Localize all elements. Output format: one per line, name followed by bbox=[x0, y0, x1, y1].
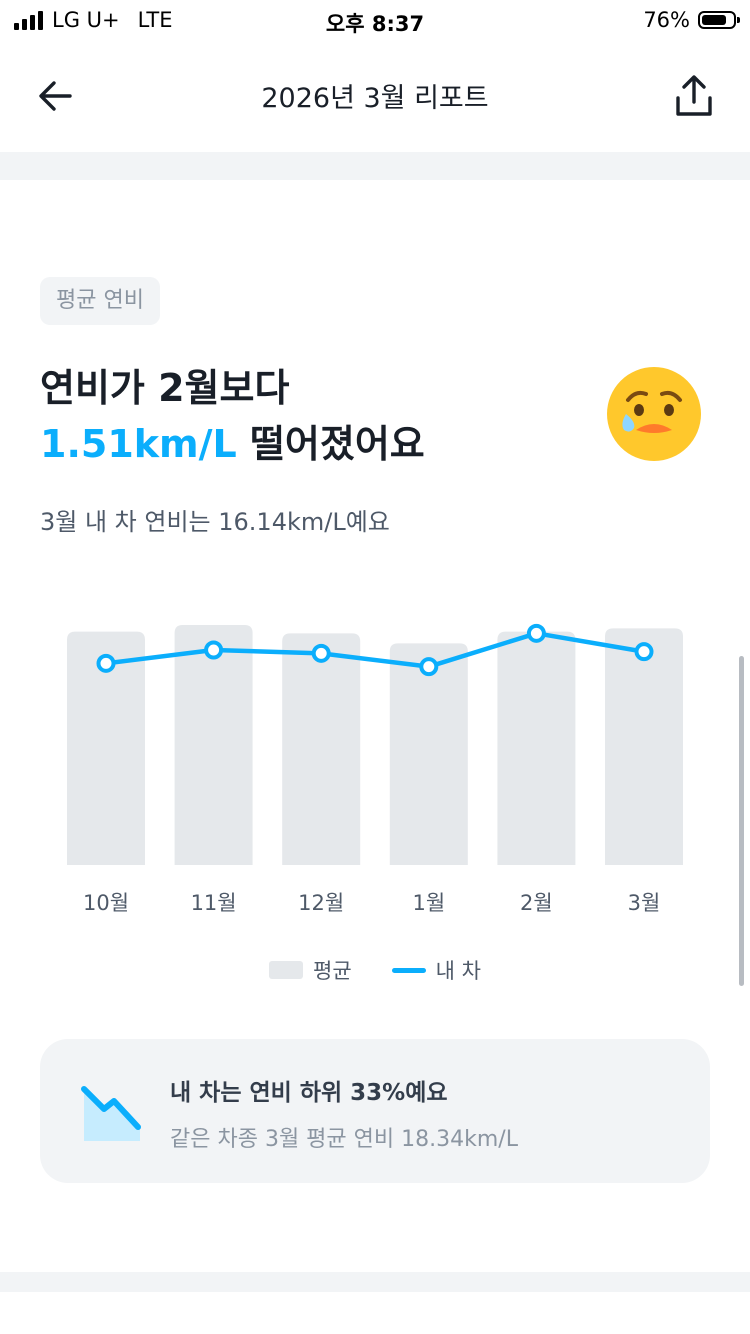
headline-line2: 1.51km/L 떨어졌어요 bbox=[40, 416, 425, 472]
legend-average: 평균 bbox=[269, 955, 352, 985]
x-tick-label: 1월 bbox=[412, 891, 445, 915]
page-title: 2026년 3월 리포트 bbox=[261, 83, 489, 114]
x-tick-label: 3월 bbox=[628, 891, 661, 915]
legend-line-swatch bbox=[391, 967, 426, 973]
nav-header: 2026년 3월 리포트 bbox=[0, 42, 750, 152]
insight-title: 내 차는 연비 하위 33%예요 bbox=[170, 1080, 448, 1106]
my-car-point[interactable] bbox=[419, 657, 439, 677]
section-divider-bottom bbox=[0, 1272, 750, 1292]
my-car-line bbox=[105, 631, 645, 669]
section-divider bbox=[0, 152, 750, 180]
carrier: LG U+ bbox=[52, 8, 120, 32]
report-subtitle: 3월 내 차 연비는 16.14km/L예요 bbox=[40, 508, 390, 536]
legend-my-car-label: 내 차 bbox=[435, 959, 481, 983]
sad-face-icon bbox=[607, 367, 701, 461]
report-headline: 연비가 2월보다 1.51km/L 떨어졌어요 bbox=[40, 360, 425, 472]
average-bar bbox=[282, 633, 361, 865]
legend-average-label: 평균 bbox=[313, 959, 352, 983]
status-right: 76% bbox=[643, 8, 740, 32]
status-bar: LG U+ LTE 오후 8:37 76% bbox=[0, 0, 750, 42]
category-tag: 평균 연비 bbox=[40, 277, 160, 325]
average-bar bbox=[174, 625, 253, 865]
clock: 오후 8:37 bbox=[325, 12, 425, 36]
back-button[interactable] bbox=[34, 74, 78, 118]
legend-bar-swatch bbox=[269, 961, 304, 979]
my-car-point[interactable] bbox=[634, 642, 654, 662]
share-icon bbox=[676, 75, 712, 116]
status-left: LG U+ LTE bbox=[14, 8, 173, 32]
x-tick-label: 11월 bbox=[191, 891, 237, 915]
x-tick-label: 2월 bbox=[520, 891, 553, 915]
chart-legend: 평균 내 차 bbox=[0, 955, 750, 985]
scrollbar[interactable] bbox=[739, 656, 744, 986]
average-bar bbox=[67, 631, 145, 865]
x-tick-label: 10월 bbox=[83, 891, 129, 915]
headline-line1: 연비가 2월보다 bbox=[40, 366, 290, 410]
my-car-point[interactable] bbox=[526, 623, 546, 643]
headline-line2-rest: 떨어졌어요 bbox=[249, 422, 425, 466]
average-bar bbox=[497, 631, 576, 865]
trend-down-icon bbox=[81, 1086, 141, 1141]
insight-detail: 같은 차종 3월 평균 연비 18.34km/L bbox=[170, 1127, 518, 1152]
insight-card: 내 차는 연비 하위 33%예요 같은 차종 3월 평균 연비 18.34km/… bbox=[40, 1039, 710, 1183]
fuel-efficiency-chart: 10월 11월 12월 1월 2월 3월 bbox=[67, 623, 683, 915]
network-type: LTE bbox=[137, 8, 173, 32]
average-bar bbox=[389, 643, 468, 865]
arrow-left-icon bbox=[39, 81, 72, 111]
share-button[interactable] bbox=[672, 72, 716, 120]
x-tick-label: 12월 bbox=[298, 891, 344, 915]
average-bar bbox=[605, 628, 683, 865]
signal-icon bbox=[14, 10, 43, 30]
headline-highlight: 1.51km/L bbox=[40, 422, 237, 466]
my-car-point[interactable] bbox=[96, 653, 116, 673]
battery-icon bbox=[698, 11, 740, 29]
my-car-point[interactable] bbox=[311, 643, 331, 663]
my-car-point[interactable] bbox=[204, 640, 224, 660]
legend-my-car: 내 차 bbox=[391, 955, 481, 985]
battery-percent: 76% bbox=[643, 8, 690, 32]
